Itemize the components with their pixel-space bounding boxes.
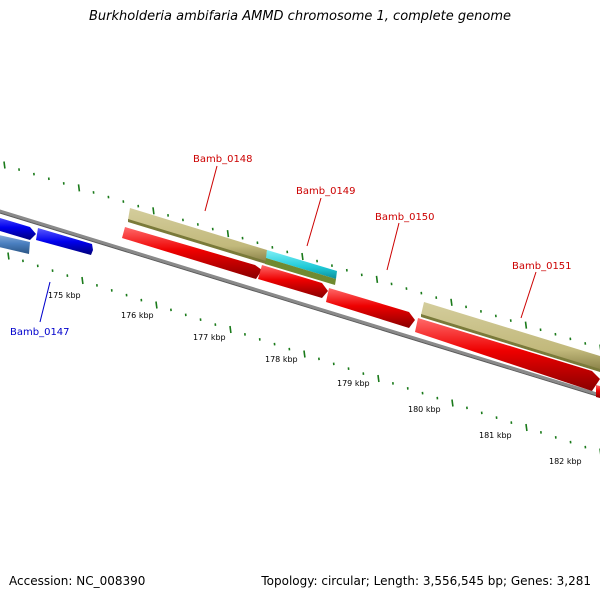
- scale-label: 177 kbp: [193, 333, 226, 342]
- upper-tick-row: [3, 161, 600, 351]
- major-tick: [229, 325, 232, 334]
- major-tick: [152, 207, 155, 215]
- gene-label-text[interactable]: Bamb_0147: [10, 327, 70, 338]
- scale-label: 179 kbp: [337, 379, 370, 388]
- scale-labels: 175 kbp 176 kbp 177 kbp 178 kbp 179 kbp …: [48, 291, 582, 466]
- gene-label-bamb-0151[interactable]: Bamb_0151: [512, 261, 572, 319]
- scale-label: 176 kbp: [121, 311, 154, 320]
- map-title: Burkholderia ambifaria AMMD chromosome 1…: [88, 9, 512, 24]
- cds-olive-edge: [128, 219, 266, 264]
- gene-label-text[interactable]: Bamb_0148: [193, 154, 253, 165]
- gene-arrow-red[interactable]: [122, 227, 262, 279]
- gene-label-bamb-0149[interactable]: Bamb_0149: [296, 186, 356, 247]
- gene-arrow-blue[interactable]: [36, 228, 93, 255]
- gene-bamb-0148-red[interactable]: [122, 227, 262, 279]
- backbone-line: [0, 209, 600, 397]
- lower-tick-row: [7, 252, 600, 455]
- gene-arrow-red[interactable]: [415, 318, 600, 391]
- backbone-track: [0, 209, 600, 398]
- gene-bamb-0151-red[interactable]: [415, 318, 600, 398]
- gene-arrow-blue[interactable]: [0, 215, 36, 240]
- genome-summary-text: Topology: circular; Length: 3,556,545 bp…: [261, 574, 591, 588]
- major-tick: [451, 399, 454, 407]
- gene-bamb-0147[interactable]: [0, 215, 93, 255]
- major-tick: [3, 161, 6, 169]
- gene-arrow-blue-light[interactable]: [0, 233, 30, 254]
- major-tick: [524, 321, 528, 329]
- major-tick: [450, 298, 453, 306]
- gene-arrow-red[interactable]: [326, 288, 415, 328]
- major-tick: [81, 276, 84, 285]
- major-tick: [375, 275, 379, 284]
- major-tick: [301, 252, 304, 261]
- major-tick: [7, 252, 10, 260]
- major-tick: [226, 229, 230, 238]
- cds-olive[interactable]: [421, 302, 600, 370]
- accession-text: Accession: NC_008390: [9, 574, 146, 588]
- cds-band-bamb-0151[interactable]: [421, 302, 600, 372]
- major-tick: [525, 423, 528, 432]
- label-leader: [520, 271, 537, 319]
- gene-arrow-red[interactable]: [258, 265, 328, 298]
- scale-label: 178 kbp: [265, 355, 298, 364]
- gene-label-bamb-0147[interactable]: Bamb_0147: [10, 281, 70, 338]
- scale-label: 181 kbp: [479, 431, 512, 440]
- major-tick: [77, 184, 81, 192]
- gene-label-bamb-0150[interactable]: Bamb_0150: [375, 212, 435, 271]
- backbone-shadow: [0, 212, 600, 398]
- scale-label: 175 kbp: [48, 291, 81, 300]
- major-tick: [155, 301, 158, 309]
- cds-band-bamb-0149[interactable]: [265, 250, 337, 285]
- label-leader: [306, 197, 322, 247]
- scale-label: 182 kbp: [549, 457, 582, 466]
- gene-bamb-0150-red[interactable]: [326, 288, 415, 328]
- gene-label-bamb-0148[interactable]: Bamb_0148: [193, 154, 253, 212]
- label-leader: [386, 222, 400, 271]
- scale-label: 180 kbp: [408, 405, 441, 414]
- gene-arrow-red[interactable]: [596, 385, 600, 398]
- gene-label-text[interactable]: Bamb_0149: [296, 186, 356, 197]
- cds-dark-olive[interactable]: [265, 258, 336, 285]
- gene-label-text[interactable]: Bamb_0151: [512, 261, 572, 272]
- cds-olive-edge: [421, 314, 600, 372]
- major-tick: [377, 374, 380, 383]
- label-leader: [204, 165, 218, 212]
- major-tick: [303, 350, 306, 358]
- cds-band-bamb-0148[interactable]: [128, 208, 267, 264]
- gene-bamb-0149-red[interactable]: [258, 265, 328, 298]
- gene-label-text[interactable]: Bamb_0150: [375, 212, 435, 223]
- label-leader: [39, 281, 51, 323]
- cds-cyan[interactable]: [266, 250, 337, 279]
- cds-olive[interactable]: [128, 208, 267, 262]
